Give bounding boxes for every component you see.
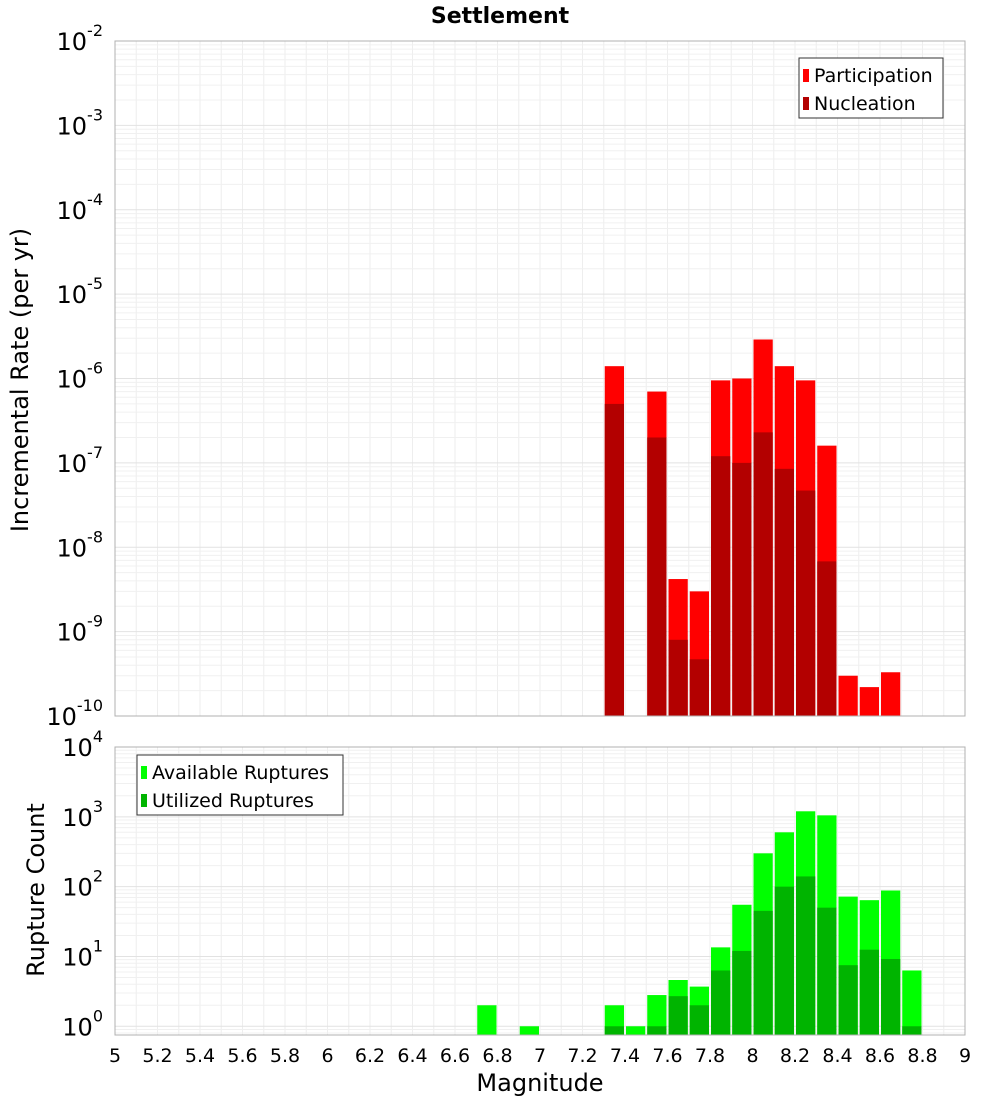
y-tick-label: 10-10	[46, 696, 103, 731]
y-tick-label: 100	[62, 1006, 103, 1041]
bar	[796, 490, 816, 716]
legend-swatch	[803, 97, 809, 110]
y-tick-label: 10-3	[57, 105, 104, 140]
bottom-panel: 104 103 102 101 100 Available Ruptures Utilize…	[62, 727, 971, 1067]
y-tick-label: 10-5	[57, 274, 104, 309]
bar	[519, 1026, 539, 1035]
bar	[732, 462, 752, 716]
x-tick-label: 5.8	[270, 1045, 300, 1067]
x-tick-label: 5	[109, 1045, 121, 1067]
legend-label: Utilized Ruptures	[152, 790, 314, 812]
bar	[647, 437, 667, 716]
series-utilized-ruptures	[604, 876, 922, 1035]
x-tick-label: 7.4	[610, 1045, 640, 1067]
x-axis-label: Magnitude	[476, 1069, 603, 1097]
x-tick-label: 8.6	[865, 1045, 895, 1067]
bar	[753, 910, 773, 1035]
legend-label: Available Ruptures	[152, 762, 329, 784]
y-tick-label: 10-6	[57, 359, 104, 394]
gridlines	[114, 40, 966, 717]
bar	[732, 950, 752, 1035]
x-tick-label: 7.6	[652, 1045, 682, 1067]
bar	[711, 456, 731, 716]
series-nucleation	[604, 403, 837, 716]
x-tick-label: 5.2	[142, 1045, 172, 1067]
y-tick-label: 10-7	[57, 443, 104, 478]
bar	[796, 876, 816, 1035]
bar	[668, 996, 688, 1035]
plot-frame	[114, 40, 966, 717]
bar	[647, 1026, 667, 1035]
y-tick-label: 104	[62, 727, 103, 762]
bar	[604, 1026, 624, 1035]
x-tick-label: 5.6	[227, 1045, 257, 1067]
x-tick-label: 6	[321, 1045, 333, 1067]
y-tick-label: 101	[62, 936, 103, 971]
y-tick-label: 10-8	[57, 527, 104, 562]
legend: Available Ruptures Utilized Ruptures	[136, 754, 344, 816]
bar	[753, 432, 773, 716]
plot-frame	[114, 746, 966, 1036]
bar	[838, 675, 858, 716]
bar	[838, 965, 858, 1035]
y-tick-label: 102	[62, 867, 103, 902]
legend-label: Participation	[814, 65, 933, 87]
x-tick-label: 8.8	[907, 1045, 937, 1067]
top-y-axis-label: Incremental Rate (per yr)	[6, 228, 34, 532]
bar	[689, 659, 709, 716]
y-tick-label: 10-4	[57, 190, 104, 225]
legend-label: Nucleation	[814, 93, 916, 115]
top-panel: 10-2 10-3 10-4 10-5 10-6 10-7 10-8 10-9 10-10 Par…	[46, 21, 966, 731]
y-tick-label: 10-9	[57, 612, 104, 647]
bar	[902, 1026, 922, 1035]
x-tick-label: 6.4	[397, 1045, 427, 1067]
bar	[689, 1005, 709, 1035]
bar	[859, 687, 879, 716]
y-tick-label: 10-2	[57, 21, 104, 56]
bottom-y-axis-label: Rupture Count	[22, 803, 50, 977]
x-tick-label: 8.4	[822, 1045, 852, 1067]
bar	[881, 958, 901, 1035]
x-tick-label: 7.8	[695, 1045, 725, 1067]
bar	[774, 886, 794, 1035]
legend-swatch	[141, 794, 147, 807]
bar	[774, 468, 794, 716]
chart-title: Settlement	[431, 4, 570, 29]
x-tick-label: 9	[959, 1045, 971, 1067]
x-tick-label: 6.2	[355, 1045, 385, 1067]
legend-box	[798, 57, 944, 119]
x-tick-label: 8	[746, 1045, 758, 1067]
x-tick-label: 6.6	[440, 1045, 470, 1067]
x-tick-label: 7	[534, 1045, 546, 1067]
bar	[902, 970, 922, 1035]
bar	[859, 949, 879, 1035]
bar	[668, 639, 688, 716]
bar	[477, 1005, 497, 1035]
x-tick-label: 8.2	[780, 1045, 810, 1067]
x-tick-label: 7.2	[567, 1045, 597, 1067]
bar	[604, 403, 624, 716]
bar	[711, 970, 731, 1035]
legend-box	[136, 754, 344, 816]
legend: Participation Nucleation	[798, 57, 944, 119]
legend-swatch	[803, 69, 809, 82]
bar	[626, 1026, 646, 1035]
bar	[881, 672, 901, 716]
bar	[817, 907, 837, 1035]
bar	[817, 561, 837, 716]
bar	[647, 995, 667, 1035]
x-tick-label: 6.8	[482, 1045, 512, 1067]
y-tick-label: 103	[62, 797, 103, 832]
x-tick-label: 5.4	[185, 1045, 215, 1067]
legend-swatch	[141, 766, 147, 779]
